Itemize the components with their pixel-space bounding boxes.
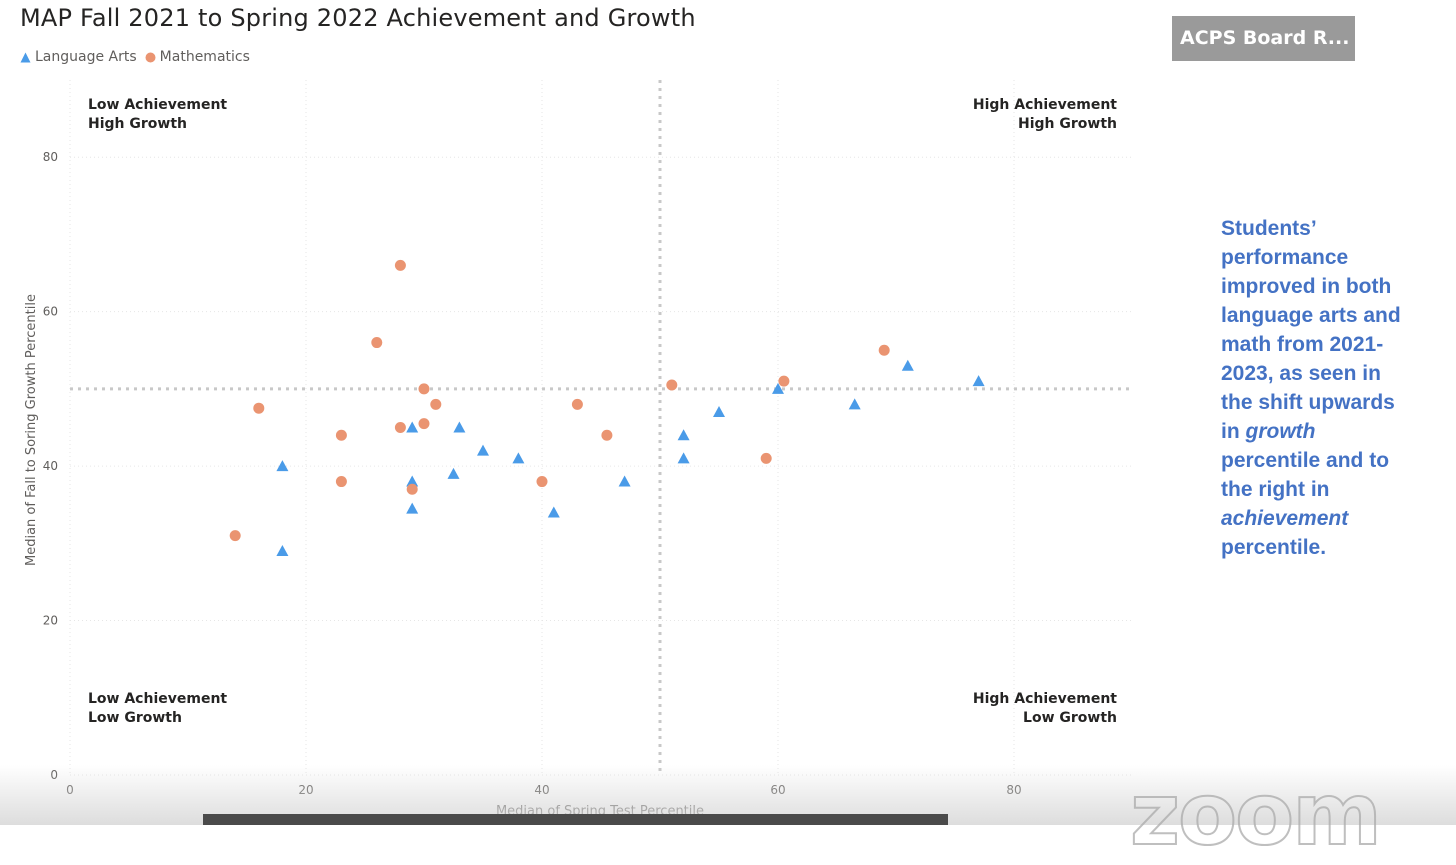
annotation-emphasis: achievement <box>1221 507 1349 530</box>
y-axis-label: Median of Fall to Soring Growth Percenti… <box>24 294 39 566</box>
data-point-mathematics <box>335 476 347 488</box>
data-point-language-arts <box>512 452 525 464</box>
annotation-line: improved in both <box>1221 275 1392 298</box>
x-tick-label: 20 <box>298 783 313 797</box>
data-point-language-arts <box>276 460 289 472</box>
x-tick-label: 40 <box>534 783 549 797</box>
data-point-mathematics <box>878 344 890 356</box>
data-point-language-arts <box>406 502 419 514</box>
data-point-language-arts <box>453 421 466 433</box>
quadrant-label-bottom-left: Low Achievement Low Growth <box>88 690 227 728</box>
data-point-mathematics <box>418 418 430 430</box>
data-points <box>229 259 985 557</box>
annotation-line: the shift upwards <box>1221 391 1395 414</box>
data-point-language-arts <box>276 545 289 557</box>
data-point-language-arts <box>713 406 725 418</box>
data-point-mathematics <box>229 530 241 542</box>
quadrant-line: High Achievement <box>972 691 1117 707</box>
quadrant-label-top-left: Low Achievement High Growth <box>88 96 227 134</box>
data-point-mathematics <box>335 429 347 441</box>
data-point-language-arts <box>477 444 489 456</box>
quadrant-line: High Growth <box>88 116 187 132</box>
data-point-language-arts <box>618 475 631 487</box>
data-point-mathematics <box>253 402 265 414</box>
quadrant-line: High Achievement <box>972 97 1117 113</box>
caption-bar <box>203 814 948 825</box>
annotation-line: 2023, as seen in <box>1221 362 1381 385</box>
x-tick-label: 0 <box>66 783 74 797</box>
data-point-language-arts <box>677 429 690 441</box>
quadrant-line: Low Achievement <box>88 691 228 707</box>
data-point-language-arts <box>901 359 914 371</box>
circle-icon <box>145 52 156 62</box>
y-tick-label: 0 <box>50 768 58 782</box>
legend-item-mathematics[interactable]: Mathematics <box>145 49 250 65</box>
annotation-line: Students’ <box>1221 217 1317 240</box>
data-point-mathematics <box>406 483 418 495</box>
zoom-watermark-icon: zoom <box>1129 765 1383 865</box>
triangle-icon <box>20 52 31 62</box>
y-tick-label: 40 <box>43 459 58 473</box>
annotation-emphasis: growth <box>1245 420 1316 443</box>
data-point-mathematics <box>666 379 678 391</box>
annotation-line: performance <box>1221 246 1349 269</box>
data-point-language-arts <box>772 382 784 394</box>
data-point-language-arts <box>406 421 419 433</box>
annotation-line: percentile and to <box>1221 449 1390 472</box>
grid <box>69 80 1132 776</box>
data-point-mathematics <box>418 383 430 395</box>
data-point-mathematics <box>536 476 548 488</box>
annotation-line: percentile. <box>1221 536 1327 559</box>
video-participant-tile[interactable]: ACPS Board R... <box>1172 16 1355 61</box>
data-point-language-arts <box>447 467 460 479</box>
data-point-mathematics <box>778 375 790 387</box>
x-tick-label: 80 <box>1006 783 1021 797</box>
quadrant-line: Low Growth <box>88 710 182 726</box>
chart-title: MAP Fall 2021 to Spring 2022 Achievement… <box>20 4 696 32</box>
annotation-line: in growth <box>1221 417 1446 446</box>
annotation-word: in <box>1221 420 1246 443</box>
legend-item-language-arts[interactable]: Language Arts <box>20 49 137 65</box>
y-tick-label: 80 <box>43 150 58 164</box>
y-tick-label: 60 <box>43 305 58 319</box>
legend: Language Arts Mathematics <box>20 49 258 65</box>
data-point-mathematics <box>371 337 383 349</box>
data-point-mathematics <box>760 452 772 464</box>
data-point-mathematics <box>601 429 613 441</box>
legend-label-language-arts: Language Arts <box>35 49 137 65</box>
quadrant-line: High Growth <box>1018 116 1117 132</box>
annotation-line: achievement <box>1221 504 1446 533</box>
legend-label-mathematics: Mathematics <box>159 49 250 65</box>
data-point-mathematics <box>394 422 406 433</box>
y-tick-label: 20 <box>43 614 58 628</box>
data-point-language-arts <box>406 475 419 487</box>
annotation-line: math from 2021- <box>1221 333 1384 356</box>
data-point-mathematics <box>571 398 583 410</box>
x-tick-label: 60 <box>770 783 785 797</box>
quadrant-label-top-right: High Achievement High Growth <box>957 96 1117 134</box>
reference-lines <box>70 80 1132 775</box>
annotation-line: the right in <box>1221 478 1330 501</box>
quadrant-line: Low Achievement <box>88 97 228 113</box>
data-point-language-arts <box>547 506 560 518</box>
annotation-text: Students’ performance improved in both l… <box>1221 214 1446 562</box>
data-point-mathematics <box>430 398 442 410</box>
data-point-mathematics <box>394 259 406 271</box>
data-point-language-arts <box>677 452 690 464</box>
quadrant-line: Low Growth <box>1023 710 1117 726</box>
data-point-language-arts <box>972 375 985 387</box>
quadrant-label-bottom-right: High Achievement Low Growth <box>957 690 1117 728</box>
annotation-line: language arts and <box>1221 304 1401 327</box>
data-point-language-arts <box>848 398 861 410</box>
